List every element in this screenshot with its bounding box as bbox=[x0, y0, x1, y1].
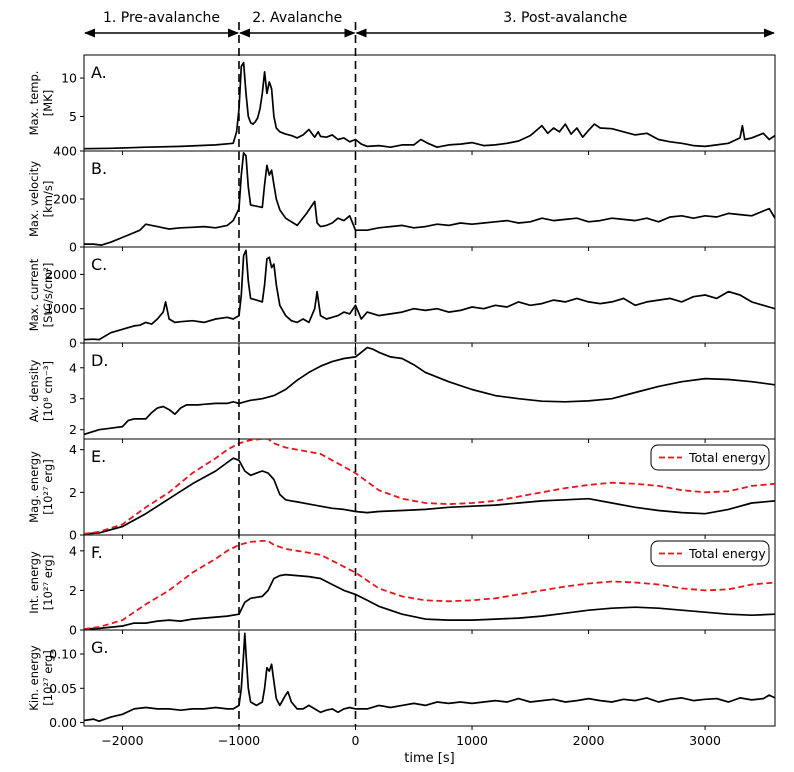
x-axis-label: time [s] bbox=[404, 751, 454, 766]
panel: 2 3 4 Av. density [10⁸ cm⁻³] D. bbox=[27, 342, 776, 443]
panel-letter: F. bbox=[91, 543, 103, 562]
panel-frame bbox=[83, 342, 776, 440]
phase-label: 2. Avalanche bbox=[252, 10, 342, 26]
phase-label: 3. Post-avalanche bbox=[503, 10, 627, 26]
y-axis-label: Mag. energy bbox=[27, 451, 41, 523]
x-tick-label: 3000 bbox=[689, 733, 721, 748]
legend-box bbox=[650, 540, 770, 567]
x-tick-label: −2000 bbox=[101, 733, 143, 748]
y-tick-label: 4 bbox=[69, 543, 77, 558]
panel: 0 1000 2000 Max. current [StC/s/cm²] C. bbox=[27, 246, 776, 351]
panel-letter: D. bbox=[91, 351, 108, 370]
y-tick-label: 5 bbox=[69, 109, 77, 124]
panel: 0 2 4 Mag. energy [10²⁷ erg] E. Total energy bbox=[27, 438, 776, 543]
x-tick-label: 2000 bbox=[573, 733, 605, 748]
y-axis-label: Max. temp. bbox=[27, 71, 41, 136]
x-tick-label: 0 bbox=[352, 733, 360, 748]
panel: 0.00 0.05 0.10 Kin. energy [10²⁷ erg] G. bbox=[27, 629, 776, 730]
y-tick-label: 3 bbox=[69, 391, 77, 406]
y-tick-label: 0 bbox=[69, 623, 77, 638]
y-tick-label: 2 bbox=[69, 485, 77, 500]
y-axis-label: Av. density bbox=[27, 360, 41, 423]
y-axis-label: Max. current bbox=[27, 258, 41, 331]
y-tick-label: 0 bbox=[69, 336, 77, 351]
y-axis-label: [km/s] bbox=[41, 181, 55, 218]
y-tick-label: 1000 bbox=[45, 301, 77, 316]
data-series-line bbox=[84, 346, 775, 436]
y-tick-label: 400 bbox=[53, 144, 77, 159]
panel-frame bbox=[83, 54, 776, 152]
y-axis-label: [10⁸ cm⁻³] bbox=[41, 361, 55, 421]
panel: 0 2 4 Int. energy [10²⁷ erg] F. Total energy bbox=[27, 534, 776, 638]
legend-box bbox=[650, 444, 770, 471]
total-energy-series-line bbox=[84, 439, 775, 535]
x-tick-label: −1000 bbox=[218, 733, 260, 748]
panel-letter: B. bbox=[91, 159, 107, 178]
legend-label: Total energy bbox=[688, 546, 766, 561]
y-tick-label: 2 bbox=[69, 422, 77, 437]
data-series-line bbox=[84, 457, 775, 535]
panel-letter: G. bbox=[91, 638, 108, 657]
panel-letter: A. bbox=[91, 63, 107, 82]
y-tick-label: 10 bbox=[61, 71, 77, 86]
y-tick-label: 4 bbox=[69, 442, 77, 457]
x-tick-label: 1000 bbox=[456, 733, 488, 748]
legend-label: Total energy bbox=[688, 450, 766, 465]
y-tick-label: 0 bbox=[69, 240, 77, 255]
phase-label: 1. Pre-avalanche bbox=[103, 10, 220, 26]
y-tick-label: 2 bbox=[69, 583, 77, 598]
y-tick-label: 2000 bbox=[45, 267, 77, 282]
panel-frame bbox=[83, 150, 776, 248]
y-axis-label: [10²⁷ erg] bbox=[41, 650, 55, 705]
panel-frame bbox=[83, 246, 776, 344]
phase-boundary-lines bbox=[238, 22, 357, 726]
total-energy-series-line bbox=[84, 540, 775, 630]
y-tick-label: 4 bbox=[69, 360, 77, 375]
panel: 0 200 400 Max. velocity [km/s] B. bbox=[27, 144, 776, 255]
panel-letter: E. bbox=[91, 447, 106, 466]
data-series-line bbox=[84, 632, 775, 723]
x-axis: −2000 −1000 0 1000 2000 3000 time [s] bbox=[101, 733, 721, 766]
y-tick-label: 0.00 bbox=[49, 715, 77, 730]
phase-annotations: 1. Pre-avalanche 2. Avalanche 3. Post-aval… bbox=[83, 10, 776, 38]
y-axis-label: Kin. energy bbox=[27, 645, 41, 711]
y-axis-label: [10²⁷ erg] bbox=[41, 555, 55, 610]
data-series-line bbox=[84, 249, 775, 341]
y-axis-label: [10²⁷ erg] bbox=[41, 459, 55, 514]
y-axis-label: [StC/s/cm²] bbox=[41, 263, 55, 328]
data-series-line bbox=[84, 61, 775, 150]
y-axis-label: [MK] bbox=[41, 90, 55, 116]
y-tick-label: 200 bbox=[53, 192, 77, 207]
y-tick-label: 0.10 bbox=[49, 647, 77, 662]
y-tick-label: 0.05 bbox=[49, 681, 77, 696]
data-series-line bbox=[84, 152, 775, 246]
data-series-line bbox=[84, 573, 775, 630]
y-tick-label: 0 bbox=[69, 528, 77, 543]
panel-frame bbox=[83, 629, 776, 727]
panel-letter: C. bbox=[91, 255, 107, 274]
panel: 5 10 Max. temp. [MK] A. bbox=[27, 54, 776, 155]
y-axis-label: Int. energy bbox=[27, 551, 41, 614]
y-axis-label: Max. velocity bbox=[27, 161, 41, 237]
